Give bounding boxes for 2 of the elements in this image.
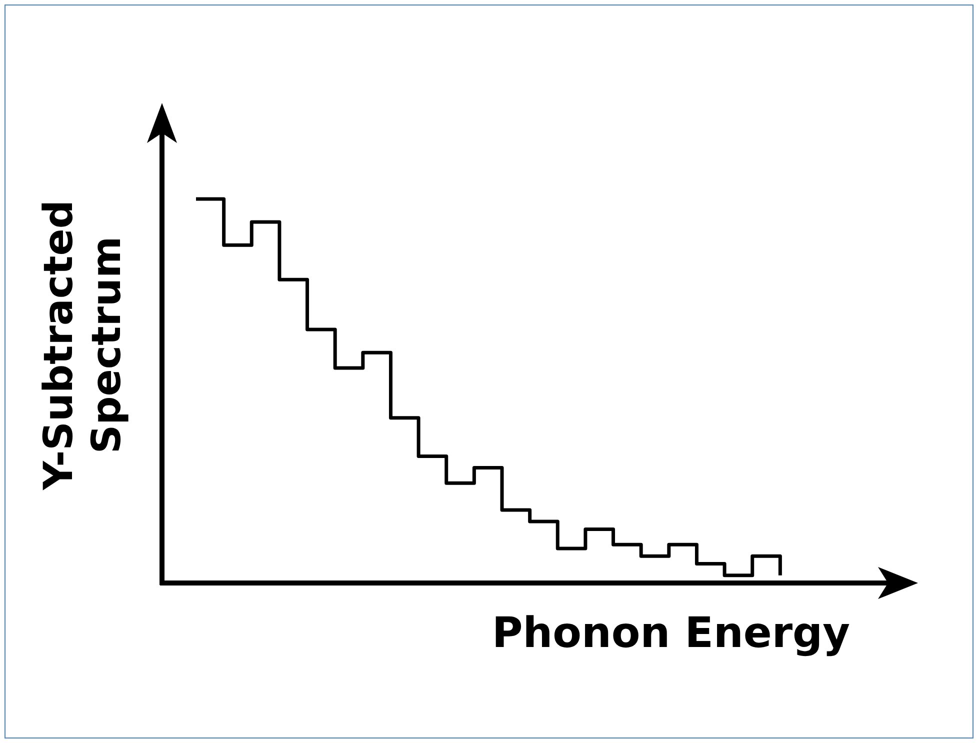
x-axis-title: Phonon Energy [492, 608, 850, 657]
y-axis-title: Y-Subtracted Spectrum [36, 200, 130, 492]
